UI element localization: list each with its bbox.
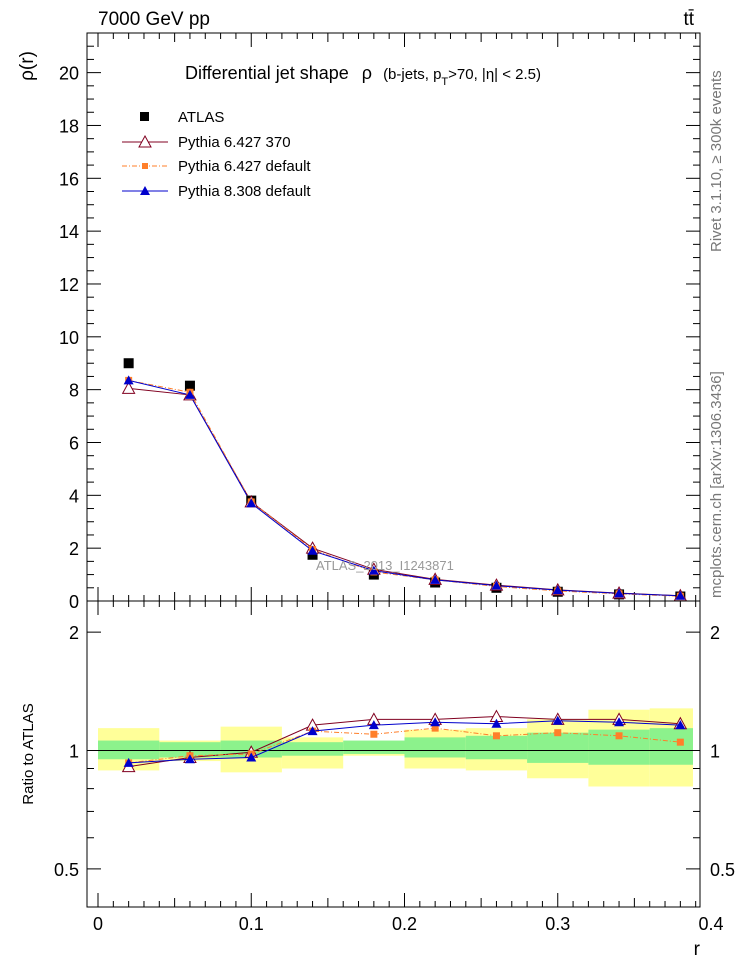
main-y-tick-label: 18 [59, 116, 79, 136]
legend-atlas-marker [140, 112, 149, 121]
legend-p6-370-marker [138, 134, 152, 148]
main-axis-ticks: 0 2 4 6 8 10 12 14 16 18 20 [59, 33, 700, 612]
ratio-point-p8-default [430, 717, 441, 727]
process-label: tt̄ [683, 9, 694, 30]
ratio-y-axis-label: Ratio to ATLAS [20, 703, 37, 804]
data-point-p8-default [491, 580, 502, 590]
data-point-p8-default [184, 389, 195, 399]
data-point-p8-default [123, 375, 134, 385]
ratio-point-p8-default [675, 720, 686, 730]
main-y-tick-label: 8 [69, 381, 79, 401]
ratio-point-p6-default [676, 738, 684, 746]
rivet-label: Rivet 3.1.10, ≥ 300k events [708, 70, 725, 252]
data-point-atlas [184, 380, 195, 391]
chart-title-paren: (b-jets, p [383, 66, 441, 83]
ratio-point-p8-default [123, 757, 134, 767]
ratio-y-tick-label-right: 0.5 [710, 860, 735, 880]
ratio-point-p6-default [554, 729, 562, 737]
mcplots-label: mcplots.cern.ch [arXiv:1306.3436] [708, 371, 725, 598]
stat-uncertainty-band [343, 740, 405, 754]
data-point-p8-default [307, 545, 318, 555]
ratio-point-p8-default [307, 726, 318, 736]
ratio-point-p6-default [492, 732, 500, 740]
x-tick-label: 0.2 [392, 914, 417, 934]
chart-title: Differential jet shape ρ (b-jets, pT>70,… [185, 63, 541, 88]
ratio-y-tick-label: 2 [69, 623, 79, 643]
series-line-p8-default [128, 379, 681, 597]
stat-uncertainty-band [649, 728, 693, 765]
ratio-y-tick-label: 0.5 [54, 860, 79, 880]
main-y-tick-label: 20 [59, 64, 79, 84]
ratio-plot-frame [86, 600, 701, 908]
ratio-point-p6-default [615, 732, 623, 740]
x-tick-label: 0.3 [545, 914, 570, 934]
data-point-p6-370 [121, 381, 136, 394]
x-tick-label: 0.1 [239, 914, 264, 934]
data-point-p8-default [552, 585, 563, 595]
main-y-tick-label: 0 [69, 592, 79, 612]
main-plot: 0 2 4 6 8 10 12 14 16 18 20 ρ(r) Differential jet … [17, 32, 701, 612]
main-y-tick-label: 12 [59, 275, 79, 295]
legend-p6-default-label: Pythia 6.427 default [178, 158, 311, 175]
main-y-tick-label: 4 [69, 486, 79, 506]
ratio-y-tick-label: 1 [69, 742, 79, 762]
watermark-label: ATLAS_2013_I1243871 [316, 558, 454, 573]
ratio-data-marks [121, 709, 688, 773]
main-y-tick-label: 16 [59, 169, 79, 189]
legend-atlas-label: ATLAS [178, 109, 224, 126]
data-point-p8-default [614, 588, 625, 598]
main-y-tick-label: 14 [59, 222, 79, 242]
legend-p6-default-marker [142, 163, 148, 169]
ratio-line-p6-default [128, 727, 681, 764]
ratio-plot: 0 0.1 0.2 0.3 0.4 0.5 0.5 1 1 2 2 Ratio to ATLAS r [20, 600, 735, 960]
ratio-point-p6-default [431, 724, 439, 732]
energy-label: 7000 GeV pp [98, 9, 210, 30]
data-point-p8-default [368, 565, 379, 575]
chart-title-rho: ρ [362, 63, 372, 83]
legend-p6-370-label: Pythia 6.427 370 [178, 134, 291, 151]
x-tick-label: 0.4 [698, 914, 723, 934]
legend-p8-default-marker [140, 186, 150, 195]
main-y-tick-label: 2 [69, 539, 79, 559]
series-line-p6-default [128, 379, 681, 597]
ratio-point-p8-default [184, 754, 195, 764]
stat-uncertainty-band [98, 740, 160, 760]
stat-uncertainty-band [159, 742, 221, 758]
ratio-point-p6-default [370, 730, 378, 738]
chart-title-subscript: T [441, 76, 448, 88]
chart-title-main: Differential jet shape [185, 63, 349, 83]
data-point-p8-default [246, 498, 257, 508]
ratio-point-p8-default [614, 717, 625, 727]
legend-p8-default-label: Pythia 8.308 default [178, 183, 311, 200]
legend: ATLAS Pythia 6.427 370 Pythia 6.427 defa… [122, 109, 311, 200]
data-point-atlas [123, 358, 134, 369]
data-point-p8-default [675, 590, 686, 600]
stat-uncertainty-band [527, 732, 589, 763]
ratio-axis-ticks: 0 0.1 0.2 0.3 0.4 0.5 0.5 1 1 2 2 [54, 601, 735, 934]
stat-uncertainty-band [281, 742, 344, 756]
ratio-point-p8-default [368, 720, 379, 730]
data-point-p8-default [430, 574, 441, 584]
ratio-y-tick-label-right: 2 [710, 623, 720, 643]
chart-title-tail: >70, |η| < 2.5) [448, 66, 541, 83]
x-tick-label: 0 [93, 914, 103, 934]
main-y-axis-label: ρ(r) [17, 51, 38, 81]
ratio-line-p8-default [128, 720, 681, 764]
x-axis-label: r [694, 939, 701, 960]
main-data-marks [121, 358, 688, 602]
ratio-point-p8-default [246, 752, 257, 762]
ratio-bands [87, 708, 693, 787]
stat-uncertainty-band [404, 737, 466, 758]
ratio-y-tick-label-right: 1 [710, 742, 720, 762]
main-y-tick-label: 10 [59, 328, 79, 348]
ratio-point-p8-default [552, 715, 563, 725]
ratio-point-p8-default [491, 718, 502, 728]
stat-uncertainty-band [465, 735, 528, 760]
main-y-tick-label: 6 [69, 433, 79, 453]
